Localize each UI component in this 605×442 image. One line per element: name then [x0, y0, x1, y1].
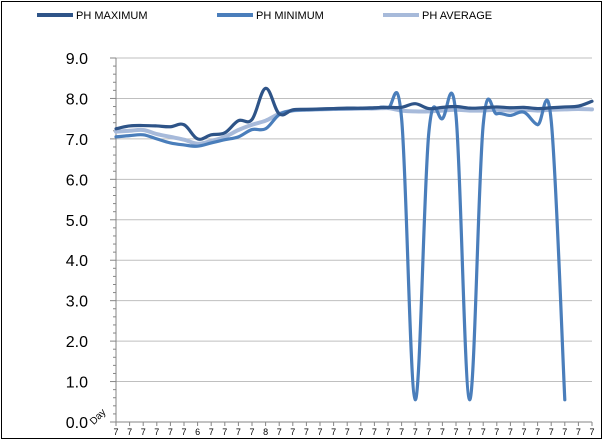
x-tick-label: 7 — [331, 427, 336, 437]
x-tick-label: 7 — [358, 427, 363, 437]
x-tick-label: 7 — [372, 427, 377, 437]
x-tick-label: 7 — [481, 427, 486, 437]
x-tick-label: 7 — [222, 427, 227, 437]
x-axis-label: Day — [88, 407, 108, 427]
x-tick-label: 7 — [399, 427, 404, 437]
x-tick-label: 7 — [277, 427, 282, 437]
series-line-ph-maximum — [114, 86, 594, 141]
y-tick-label: 9.0 — [66, 51, 88, 68]
x-tick-label: 7 — [154, 427, 159, 437]
y-tick-label: 1.0 — [66, 375, 88, 392]
x-tick-label: 7 — [494, 427, 499, 437]
axes — [110, 57, 592, 423]
x-tick-label: 7 — [290, 427, 295, 437]
series-lines — [114, 86, 594, 402]
x-tick-label: 7 — [535, 427, 540, 437]
x-tick-label: 7 — [521, 427, 526, 437]
x-tick-label: 7 — [440, 427, 445, 437]
legend-label: PH MINIMUM — [256, 10, 324, 22]
x-tick-label: 7 — [127, 427, 132, 437]
y-tick-label: 4.0 — [66, 253, 88, 270]
y-tick-label: 6.0 — [66, 172, 88, 189]
legend: PH MAXIMUM PH MINIMUM PH AVERAGE — [37, 10, 492, 22]
x-tick-label: 7 — [249, 427, 254, 437]
legend-label: PH AVERAGE — [422, 10, 492, 22]
y-tick-label: 0.0 — [66, 415, 88, 432]
x-tick-label: 6 — [195, 427, 200, 437]
x-tick-label: 7 — [549, 427, 554, 437]
x-tick-label: 7 — [317, 427, 322, 437]
x-tick-label: 7 — [562, 427, 567, 437]
y-tick-label: 7.0 — [66, 132, 88, 149]
x-tick-label: 7 — [236, 427, 241, 437]
y-tick-label: 5.0 — [66, 213, 88, 230]
x-tick-label: 7 — [426, 427, 431, 437]
x-tick-label: 7 — [113, 427, 118, 437]
x-tick-label: 7 — [168, 427, 173, 437]
x-tick-label: 7 — [385, 427, 390, 437]
x-tick-label: 7 — [508, 427, 513, 437]
y-tick-label: 2.0 — [66, 334, 88, 351]
x-tick-label: 7 — [141, 427, 146, 437]
y-tick-label: 3.0 — [66, 294, 88, 311]
x-tick-label: 7 — [413, 427, 418, 437]
x-tick-label: 7 — [304, 427, 309, 437]
x-tick-label: 7 — [467, 427, 472, 437]
x-tick-label: 7 — [345, 427, 350, 437]
legend-label: PH MAXIMUM — [76, 10, 148, 22]
x-tick-label: 7 — [209, 427, 214, 437]
x-tick-label: 7 — [453, 427, 458, 437]
x-tick-label: 7 — [576, 427, 581, 437]
y-tick-label: 8.0 — [66, 91, 88, 108]
y-axis-ticks: 0.0 1.0 2.0 3.0 4.0 5.0 6.0 7.0 8.0 9.0 — [66, 51, 88, 432]
x-tick-label: 7 — [181, 427, 186, 437]
x-tick-label: 7 — [589, 427, 594, 437]
x-tick-label: 8 — [263, 427, 268, 437]
